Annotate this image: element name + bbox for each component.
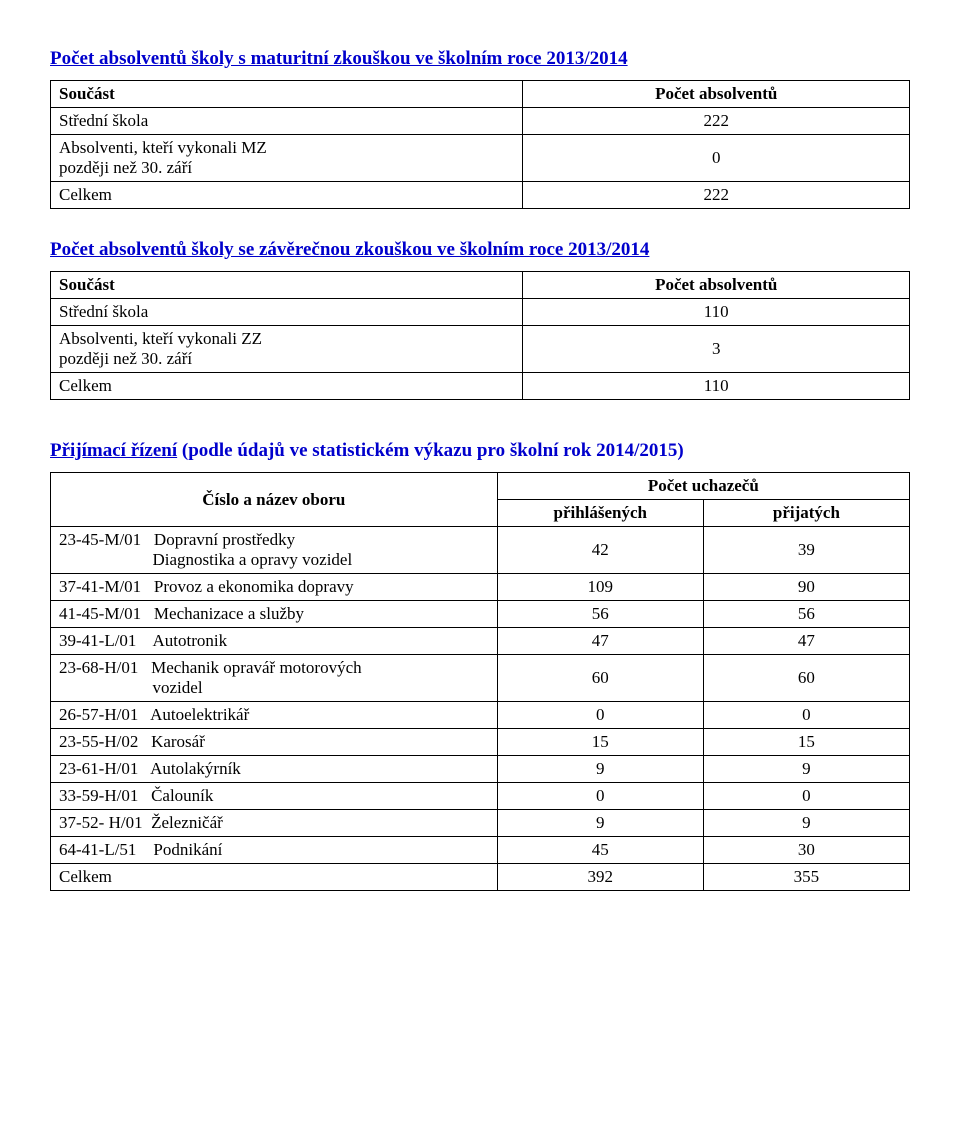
header-cell: Číslo a název oboru [51,473,498,527]
section-maturitni: Počet absolventů školy s maturitní zkouš… [50,48,910,209]
cell-label: Celkem [51,182,523,209]
cell-label: Střední škola [51,108,523,135]
cell-label: 64-41-L/51 Podnikání [51,837,498,864]
table-row: Celkem222 [51,182,910,209]
cell-prijatych: 47 [703,628,909,655]
cell-label: Celkem [51,864,498,891]
cell-value: 110 [523,373,910,400]
cell-value: 222 [523,108,910,135]
cell-label: Absolventi, kteří vykonali ZZ později ne… [51,326,523,373]
cell-label: Střední škola [51,299,523,326]
cell-prijatych: 355 [703,864,909,891]
cell-prihlasenych: 56 [497,601,703,628]
header-cell: Počet uchazečů [497,473,909,500]
table-row: Číslo a název oboru Počet uchazečů [51,473,910,500]
cell-prihlasenych: 42 [497,527,703,574]
cell-prihlasenych: 45 [497,837,703,864]
cell-prihlasenych: 0 [497,702,703,729]
cell-prihlasenych: 109 [497,574,703,601]
header-cell: Počet absolventů [523,81,910,108]
table-row: Celkem110 [51,373,910,400]
cell-label: Absolventi, kteří vykonali MZ později ne… [51,135,523,182]
table-row: 37-52- H/01 Železničář99 [51,810,910,837]
cell-prihlasenych: 9 [497,810,703,837]
cell-prihlasenych: 392 [497,864,703,891]
cell-label: 39-41-L/01 Autotronik [51,628,498,655]
cell-prihlasenych: 47 [497,628,703,655]
cell-label: Celkem [51,373,523,400]
table-row: 23-61-H/01 Autolakýrník99 [51,756,910,783]
section-zaverecna: Počet absolventů školy se závěrečnou zko… [50,239,910,400]
cell-label: 23-68-H/01 Mechanik opravář motorových v… [51,655,498,702]
cell-prijatych: 9 [703,810,909,837]
cell-prihlasenych: 60 [497,655,703,702]
cell-prijatych: 0 [703,702,909,729]
heading-rest: (podle údajů ve statistickém výkazu pro … [177,440,684,461]
table-row: 39-41-L/01 Autotronik4747 [51,628,910,655]
table-row: 26-57-H/01 Autoelektrikář00 [51,702,910,729]
table-row: 33-59-H/01 Čalouník00 [51,783,910,810]
cell-label: 23-55-H/02 Karosář [51,729,498,756]
table-row: Součást Počet absolventů [51,272,910,299]
cell-prijatych: 15 [703,729,909,756]
table-zaverecna: Součást Počet absolventů Střední škola11… [50,271,910,400]
table-row: Celkem392355 [51,864,910,891]
cell-label: 23-45-M/01 Dopravní prostředky Diagnosti… [51,527,498,574]
header-cell: Počet absolventů [523,272,910,299]
cell-prijatych: 39 [703,527,909,574]
table-row: Součást Počet absolventů [51,81,910,108]
heading-maturitni: Počet absolventů školy s maturitní zkouš… [50,48,910,70]
table-row: Absolventi, kteří vykonali ZZ později ne… [51,326,910,373]
cell-label: 26-57-H/01 Autoelektrikář [51,702,498,729]
cell-value: 3 [523,326,910,373]
cell-prihlasenych: 0 [497,783,703,810]
table-row: 37-41-M/01 Provoz a ekonomika dopravy109… [51,574,910,601]
cell-prihlasenych: 15 [497,729,703,756]
table-row: Střední škola222 [51,108,910,135]
cell-value: 0 [523,135,910,182]
cell-label: 37-52- H/01 Železničář [51,810,498,837]
cell-prihlasenych: 9 [497,756,703,783]
heading-underlined: Přijímací řízení [50,440,177,461]
cell-prijatych: 30 [703,837,909,864]
cell-label: 37-41-M/01 Provoz a ekonomika dopravy [51,574,498,601]
section-prijimaci: Přijímací řízení (podle údajů ve statist… [50,440,910,891]
cell-label: 41-45-M/01 Mechanizace a služby [51,601,498,628]
heading-prijimaci: Přijímací řízení (podle údajů ve statist… [50,440,910,462]
header-cell: Součást [51,81,523,108]
table-maturitni: Součást Počet absolventů Střední škola22… [50,80,910,209]
header-cell: přihlášených [497,500,703,527]
cell-prijatych: 9 [703,756,909,783]
table-row: 23-68-H/01 Mechanik opravář motorových v… [51,655,910,702]
header-cell: Součást [51,272,523,299]
table-row: 41-45-M/01 Mechanizace a služby5656 [51,601,910,628]
table-row: 23-45-M/01 Dopravní prostředky Diagnosti… [51,527,910,574]
header-cell: přijatých [703,500,909,527]
heading-zaverecna: Počet absolventů školy se závěrečnou zko… [50,239,910,261]
cell-prijatych: 90 [703,574,909,601]
cell-label: 23-61-H/01 Autolakýrník [51,756,498,783]
table-row: Střední škola110 [51,299,910,326]
cell-value: 222 [523,182,910,209]
table-prijimaci: Číslo a název oboru Počet uchazečů přihl… [50,472,910,891]
cell-prijatych: 0 [703,783,909,810]
cell-prijatych: 56 [703,601,909,628]
table-row: Absolventi, kteří vykonali MZ později ne… [51,135,910,182]
cell-prijatych: 60 [703,655,909,702]
cell-label: 33-59-H/01 Čalouník [51,783,498,810]
table-row: 23-55-H/02 Karosář1515 [51,729,910,756]
table-row: 64-41-L/51 Podnikání4530 [51,837,910,864]
cell-value: 110 [523,299,910,326]
